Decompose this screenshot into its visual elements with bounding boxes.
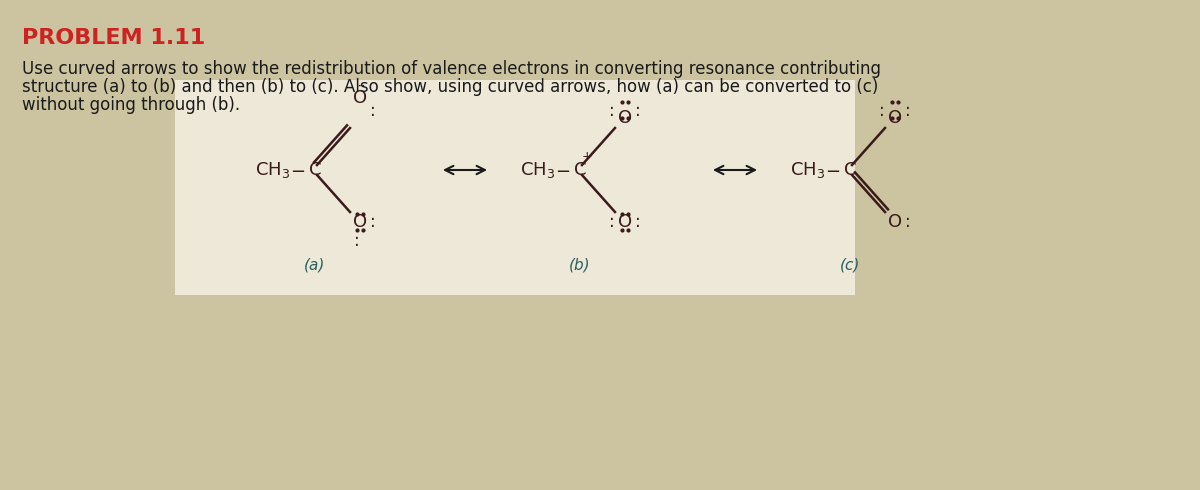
Text: $+$: $+$ [581, 149, 593, 163]
Text: :: : [610, 102, 616, 120]
Text: (b): (b) [569, 258, 590, 272]
Text: $-$: $-$ [290, 161, 305, 179]
Text: PROBLEM 1.11: PROBLEM 1.11 [22, 28, 205, 48]
Text: $\mathregular{C}$: $\mathregular{C}$ [308, 161, 322, 179]
Text: (c): (c) [840, 258, 860, 272]
Text: $\mathregular{O}$: $\mathregular{O}$ [353, 213, 367, 231]
Text: :: : [370, 213, 376, 231]
Text: $\mathregular{O}$: $\mathregular{O}$ [618, 109, 632, 127]
Text: $\mathregular{CH_3}$: $\mathregular{CH_3}$ [520, 160, 554, 180]
Text: :: : [905, 213, 911, 231]
Text: structure (a) to (b) and then (b) to (c). Also show, using curved arrows, how (a: structure (a) to (b) and then (b) to (c)… [22, 78, 878, 96]
Text: :: : [905, 102, 911, 120]
Text: $\mathregular{C}$: $\mathregular{C}$ [574, 161, 587, 179]
Text: without going through (b).: without going through (b). [22, 96, 240, 114]
Text: $\mathregular{O}$: $\mathregular{O}$ [888, 213, 902, 231]
FancyBboxPatch shape [175, 80, 854, 295]
Text: $-$: $-$ [826, 161, 840, 179]
Text: $\mathregular{O}$: $\mathregular{O}$ [888, 109, 902, 127]
Text: $\mathregular{C}$: $\mathregular{C}$ [842, 161, 857, 179]
Text: :: : [354, 232, 360, 250]
Text: :: : [610, 213, 616, 231]
Text: $\mathregular{O}$: $\mathregular{O}$ [618, 213, 632, 231]
Text: $\mathregular{CH_3}$: $\mathregular{CH_3}$ [790, 160, 826, 180]
Text: $\mathregular{CH_3}$: $\mathregular{CH_3}$ [254, 160, 290, 180]
Text: (a): (a) [305, 258, 325, 272]
Text: :: : [635, 213, 641, 231]
Text: :: : [635, 102, 641, 120]
Text: $\mathregular{\ddot{O}}$: $\mathregular{\ddot{O}}$ [353, 86, 367, 108]
Text: :: : [880, 102, 886, 120]
Text: $-$: $-$ [554, 161, 570, 179]
Text: Use curved arrows to show the redistribution of valence electrons in converting : Use curved arrows to show the redistribu… [22, 60, 881, 78]
Text: :: : [370, 102, 376, 120]
